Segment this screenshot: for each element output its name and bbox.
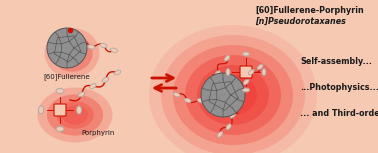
Ellipse shape bbox=[149, 25, 317, 153]
Ellipse shape bbox=[51, 34, 93, 72]
Text: Porphyrin: Porphyrin bbox=[81, 130, 115, 136]
Ellipse shape bbox=[56, 127, 64, 131]
Ellipse shape bbox=[197, 99, 204, 103]
Ellipse shape bbox=[185, 55, 281, 135]
Ellipse shape bbox=[56, 88, 64, 93]
Ellipse shape bbox=[262, 69, 266, 75]
Text: ...Photophysics...: ...Photophysics... bbox=[300, 84, 378, 93]
Ellipse shape bbox=[115, 70, 121, 75]
Text: ... and Third-order NLO!: ... and Third-order NLO! bbox=[300, 110, 378, 119]
Ellipse shape bbox=[243, 88, 249, 92]
Ellipse shape bbox=[47, 94, 103, 136]
Ellipse shape bbox=[197, 65, 269, 125]
Text: [60]Fullerene-Porphyrin: [60]Fullerene-Porphyrin bbox=[255, 6, 364, 15]
Ellipse shape bbox=[226, 124, 231, 130]
Ellipse shape bbox=[88, 45, 95, 49]
Ellipse shape bbox=[215, 71, 220, 76]
Ellipse shape bbox=[209, 75, 257, 115]
Ellipse shape bbox=[184, 98, 191, 103]
Circle shape bbox=[201, 73, 245, 117]
Ellipse shape bbox=[243, 79, 249, 85]
Ellipse shape bbox=[100, 43, 107, 48]
Ellipse shape bbox=[76, 106, 82, 114]
Ellipse shape bbox=[58, 41, 86, 65]
Ellipse shape bbox=[174, 93, 180, 97]
FancyBboxPatch shape bbox=[240, 66, 252, 78]
Ellipse shape bbox=[62, 44, 82, 62]
Ellipse shape bbox=[161, 35, 305, 153]
Ellipse shape bbox=[56, 101, 94, 129]
Ellipse shape bbox=[257, 64, 263, 70]
Ellipse shape bbox=[62, 105, 88, 125]
Ellipse shape bbox=[45, 28, 99, 78]
Ellipse shape bbox=[90, 84, 96, 88]
Text: [60]Fullerene: [60]Fullerene bbox=[44, 73, 90, 80]
Ellipse shape bbox=[248, 70, 254, 75]
Ellipse shape bbox=[230, 112, 235, 118]
Text: [n]Pseudorotaxanes: [n]Pseudorotaxanes bbox=[255, 17, 346, 26]
Ellipse shape bbox=[173, 45, 293, 145]
Ellipse shape bbox=[243, 52, 249, 56]
Ellipse shape bbox=[217, 132, 223, 137]
Ellipse shape bbox=[37, 88, 113, 142]
Circle shape bbox=[47, 28, 87, 68]
Ellipse shape bbox=[102, 77, 109, 82]
Ellipse shape bbox=[39, 106, 43, 114]
Ellipse shape bbox=[110, 48, 118, 52]
FancyBboxPatch shape bbox=[54, 104, 66, 116]
Text: Self-assembly...: Self-assembly... bbox=[300, 58, 372, 67]
Ellipse shape bbox=[226, 69, 230, 75]
Ellipse shape bbox=[78, 92, 85, 97]
Ellipse shape bbox=[225, 55, 230, 61]
